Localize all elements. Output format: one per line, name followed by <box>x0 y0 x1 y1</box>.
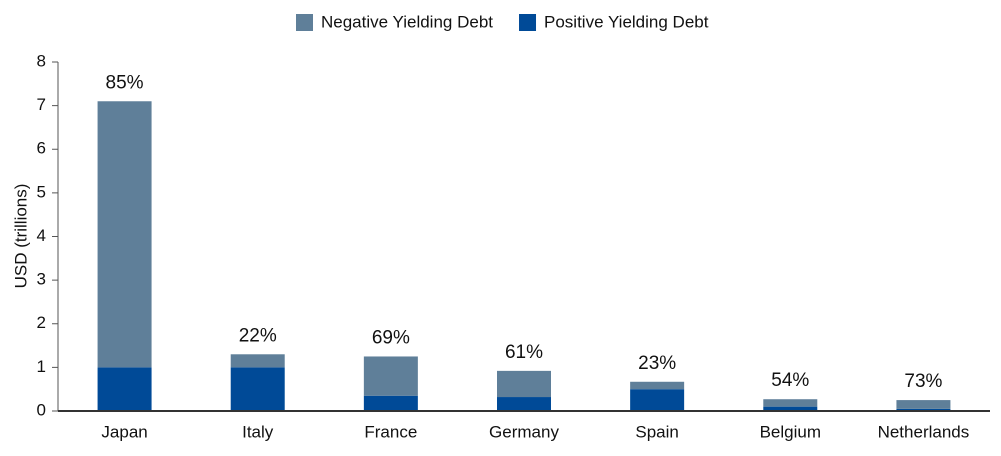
bar-segment <box>497 370 551 398</box>
legend-label: Negative Yielding Debt <box>321 12 493 31</box>
x-tick-label: France <box>364 422 417 441</box>
y-tick-label: 2 <box>37 313 46 332</box>
legend-swatch <box>296 14 313 31</box>
x-tick-label: Netherlands <box>878 422 970 441</box>
bar-segment <box>763 399 818 407</box>
y-axis-label: USD (trillions) <box>11 184 30 289</box>
bar-segment <box>763 406 818 411</box>
y-tick-label: 5 <box>37 182 46 201</box>
y-tick-label: 7 <box>37 95 46 114</box>
y-tick-label: 0 <box>37 400 46 419</box>
bar-annotation: 61% <box>505 342 543 363</box>
bar-segment <box>97 367 152 411</box>
x-tick-label: Spain <box>635 422 678 441</box>
bar-segment <box>630 389 685 411</box>
bar-segment <box>896 400 951 409</box>
x-tick-label: Italy <box>242 422 274 441</box>
bar-annotation: 73% <box>904 371 942 392</box>
bar-annotation: 85% <box>106 72 144 93</box>
bar-segment <box>363 395 418 411</box>
x-tick-label: Belgium <box>760 422 821 441</box>
bar-annotation: 23% <box>638 353 676 374</box>
bar-segment <box>230 367 285 411</box>
bar-annotation: 22% <box>239 325 277 346</box>
x-tick-label: Japan <box>101 422 147 441</box>
bar-segment <box>630 381 685 390</box>
bar-segment <box>230 354 285 368</box>
legend-label: Positive Yielding Debt <box>544 12 709 31</box>
y-tick-label: 4 <box>37 226 46 245</box>
bar-segment <box>363 356 418 396</box>
x-tick-label: Germany <box>489 422 559 441</box>
legend-swatch <box>519 14 537 31</box>
bar-segment <box>896 408 951 411</box>
bar-segment <box>497 397 551 411</box>
bar-segment <box>97 101 152 368</box>
bar-annotation: 69% <box>372 327 410 348</box>
y-tick-label: 6 <box>37 139 46 158</box>
y-tick-label: 3 <box>37 270 46 289</box>
y-tick-label: 8 <box>37 51 46 70</box>
bar-annotation: 54% <box>771 370 809 391</box>
y-tick-label: 1 <box>37 357 46 376</box>
